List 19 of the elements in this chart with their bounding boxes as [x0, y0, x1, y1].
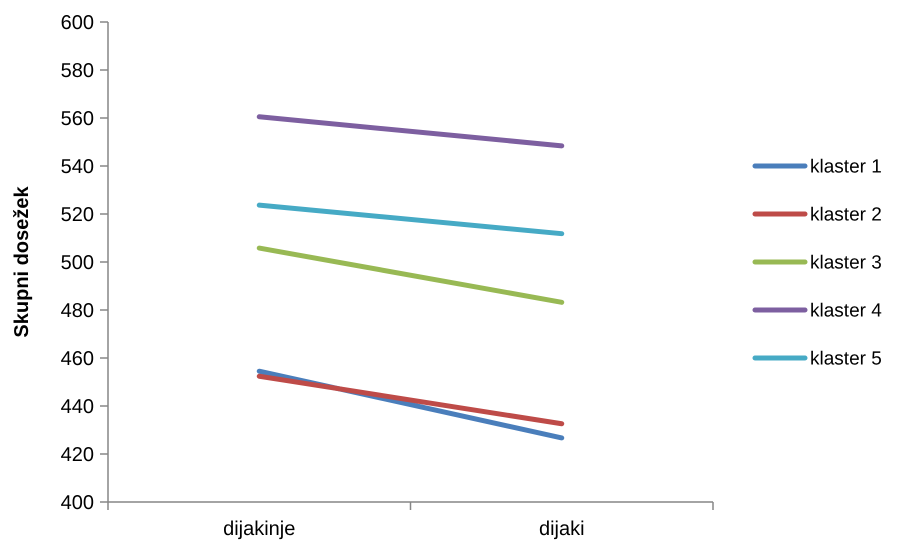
legend-label: klaster 1: [810, 156, 882, 178]
y-tick-label: 500: [60, 252, 94, 274]
y-tick-label: 420: [60, 444, 94, 466]
y-tick-label: 460: [60, 348, 94, 370]
y-tick-label: 400: [60, 492, 94, 514]
y-tick-label: 580: [60, 60, 94, 82]
x-tick-label: dijakinje: [223, 518, 296, 540]
y-tick-label: 560: [60, 108, 94, 130]
x-tick-label: dijaki: [538, 518, 585, 540]
y-tick-label: 540: [60, 156, 94, 178]
y-tick-label: 440: [60, 396, 94, 418]
legend-label: klaster 5: [810, 348, 882, 370]
legend-label: klaster 4: [810, 300, 882, 322]
legend-label: klaster 3: [810, 252, 882, 274]
legend-label: klaster 2: [810, 204, 882, 226]
y-tick-label: 600: [60, 12, 94, 34]
y-tick-label: 480: [60, 300, 94, 322]
y-tick-label: 520: [60, 204, 94, 226]
y-axis-title: Skupni dosežek: [11, 186, 33, 338]
